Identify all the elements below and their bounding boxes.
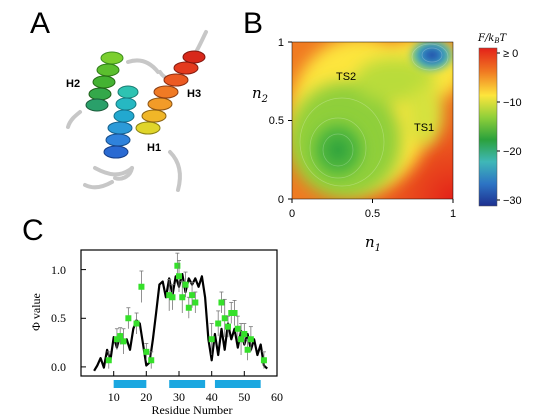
phi-data-point <box>260 357 267 364</box>
heatmap-xtick-label-1: 0.5 <box>365 208 380 220</box>
phi-data-point <box>182 281 189 288</box>
phi-data-point <box>166 292 173 299</box>
helix-label-h2: H2 <box>66 78 80 90</box>
phi-xtick-label-1: 20 <box>140 390 152 404</box>
phi-xtick-label-0: 10 <box>108 390 120 404</box>
panel-c-letter: C <box>22 214 44 247</box>
phi-xtick-label-5: 60 <box>271 390 283 404</box>
heatmap-ytick-label-0: 0 <box>278 194 284 206</box>
helix-bar-1 <box>113 380 147 388</box>
phi-data-point <box>138 283 145 290</box>
heatmap-ylabel: n2 <box>252 84 268 105</box>
phi-data-point <box>231 310 238 316</box>
colorbar-gradient <box>478 47 498 207</box>
phi-data-point <box>125 315 132 322</box>
phi-ytick-label-2: 1.0 <box>51 263 66 277</box>
phi-data-point <box>228 310 235 316</box>
colorbar-tick-1: −10 <box>503 97 522 109</box>
phi-ytick-label-1: 0.5 <box>51 311 66 325</box>
colorbar-tick-0: ≥ 0 <box>503 48 518 60</box>
colorbar-tick-2: −20 <box>503 146 522 158</box>
phi-value-plot: 0.0 0.5 1.0 10 20 30 40 50 60 Residue Nu… <box>29 249 283 417</box>
helix-h2 <box>85 51 124 112</box>
simulated-phi-line-group <box>93 273 268 372</box>
phi-xlabel: Residue Number <box>152 403 233 417</box>
helix-bar-2 <box>169 380 206 388</box>
phi-data-point <box>185 304 192 311</box>
phi-data-point <box>117 333 124 340</box>
helix-bar-group <box>113 380 261 388</box>
phi-data-point <box>218 299 225 306</box>
helix-h1 <box>103 121 133 159</box>
phi-data-point <box>179 294 186 301</box>
phi-ylabel: Φ value <box>29 293 43 331</box>
phi-data-point <box>244 346 251 353</box>
phi-data-point <box>148 357 155 364</box>
phi-data-point <box>208 336 215 343</box>
panel-a-letter: A <box>30 7 50 40</box>
phi-data-point <box>192 299 199 306</box>
phi-data-point <box>143 348 150 355</box>
phi-data-point <box>169 294 176 301</box>
panel-b-letter: B <box>243 7 263 40</box>
phi-data-point <box>113 336 120 343</box>
annotation-ts2: TS2 <box>336 71 356 83</box>
phi-data-point <box>225 323 231 330</box>
phi-data-point <box>247 336 254 343</box>
phi-xtick-label-2: 30 <box>173 390 185 404</box>
phi-data-point <box>215 320 222 327</box>
helix-label-h1: H1 <box>147 142 161 154</box>
phi-data-point <box>120 338 127 345</box>
colorbar-tick-3: −30 <box>503 195 522 207</box>
helix-connector <box>113 85 139 123</box>
helix-label-h3: H3 <box>187 88 201 100</box>
phi-data-point <box>241 331 248 337</box>
phi-data-point <box>133 320 140 327</box>
heatmap-xtick-label-0: 0 <box>289 208 295 220</box>
phi-data-point <box>174 262 181 269</box>
phi-data-point <box>105 357 112 364</box>
phi-xtick-label-3: 40 <box>206 390 218 404</box>
protein-ribbon: H2 H3 H1 <box>66 30 208 192</box>
helix-bar-3 <box>214 380 261 388</box>
phi-data-point <box>221 315 228 322</box>
experimental-phi-points-group <box>105 252 267 369</box>
phi-data-point <box>238 336 245 343</box>
colorbar: F/kBT ≥ 0 −10 −20 −30 <box>477 33 522 207</box>
energy-landscape: TS2 TS1 0 0.5 1 0 0.5 1 n1 n2 <box>252 37 456 254</box>
annotation-ts1: TS1 <box>414 122 434 134</box>
phi-data-point <box>234 325 241 332</box>
phi-data-point <box>176 273 182 280</box>
helix-h3 <box>135 50 206 135</box>
phi-ytick-label-0: 0.0 <box>51 360 66 374</box>
phi-data-point <box>189 292 196 299</box>
heatmap-xlabel: n1 <box>365 233 381 254</box>
heatmap-ytick-label-1: 0.5 <box>269 115 284 127</box>
heatmap-ytick-label-2: 1 <box>278 37 284 49</box>
colorbar-label: F/kBT <box>477 33 508 45</box>
simulated-phi-line <box>93 273 268 372</box>
heatmap-xtick-label-2: 1 <box>450 208 456 220</box>
phi-xtick-label-4: 50 <box>238 390 250 404</box>
